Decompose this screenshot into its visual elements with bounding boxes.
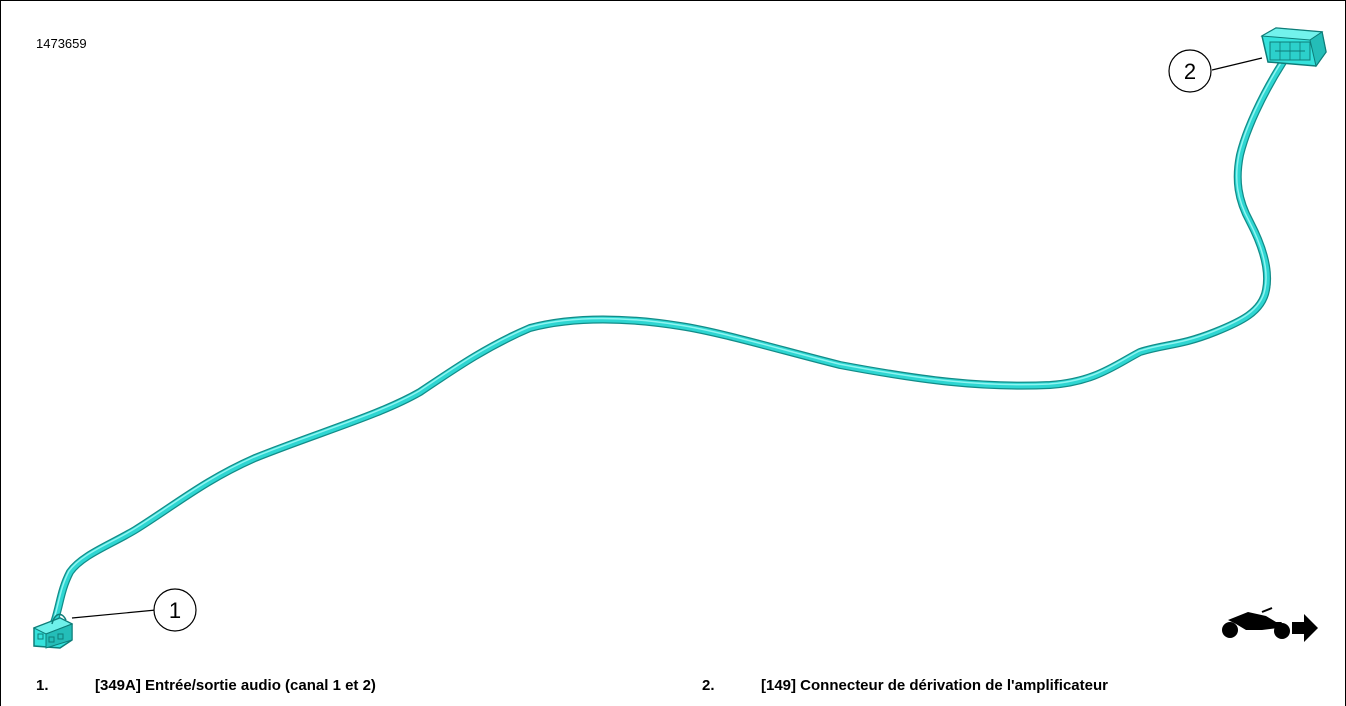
legend-item-2-number: 2.: [702, 677, 715, 694]
legend-item-2: 2. [149] Connecteur de dérivation de l'am…: [702, 677, 1108, 694]
leader-line-2: [1211, 57, 1263, 71]
legend-item-1-number: 1.: [36, 677, 49, 694]
legend-item-1-text: [349A] Entrée/sortie audio (canal 1 et 2…: [95, 677, 376, 694]
connector-349a: [32, 613, 74, 649]
callout-1-number: 1: [169, 598, 181, 623]
harness-cable: [44, 58, 1287, 640]
legend-item-1: 1. [349A] Entrée/sortie audio (canal 1 et…: [36, 677, 376, 694]
callout-1: 1: [153, 588, 197, 632]
legend-item-2-text: [149] Connecteur de dérivation de l'ampl…: [761, 677, 1108, 694]
connector-149: [1260, 27, 1327, 68]
motorcycle-forward-icon: [1222, 607, 1318, 642]
leader-line-1: [71, 609, 157, 619]
callout-2: 2: [1168, 49, 1212, 93]
figure-id: 1473659: [36, 36, 87, 51]
callout-2-number: 2: [1184, 59, 1196, 84]
